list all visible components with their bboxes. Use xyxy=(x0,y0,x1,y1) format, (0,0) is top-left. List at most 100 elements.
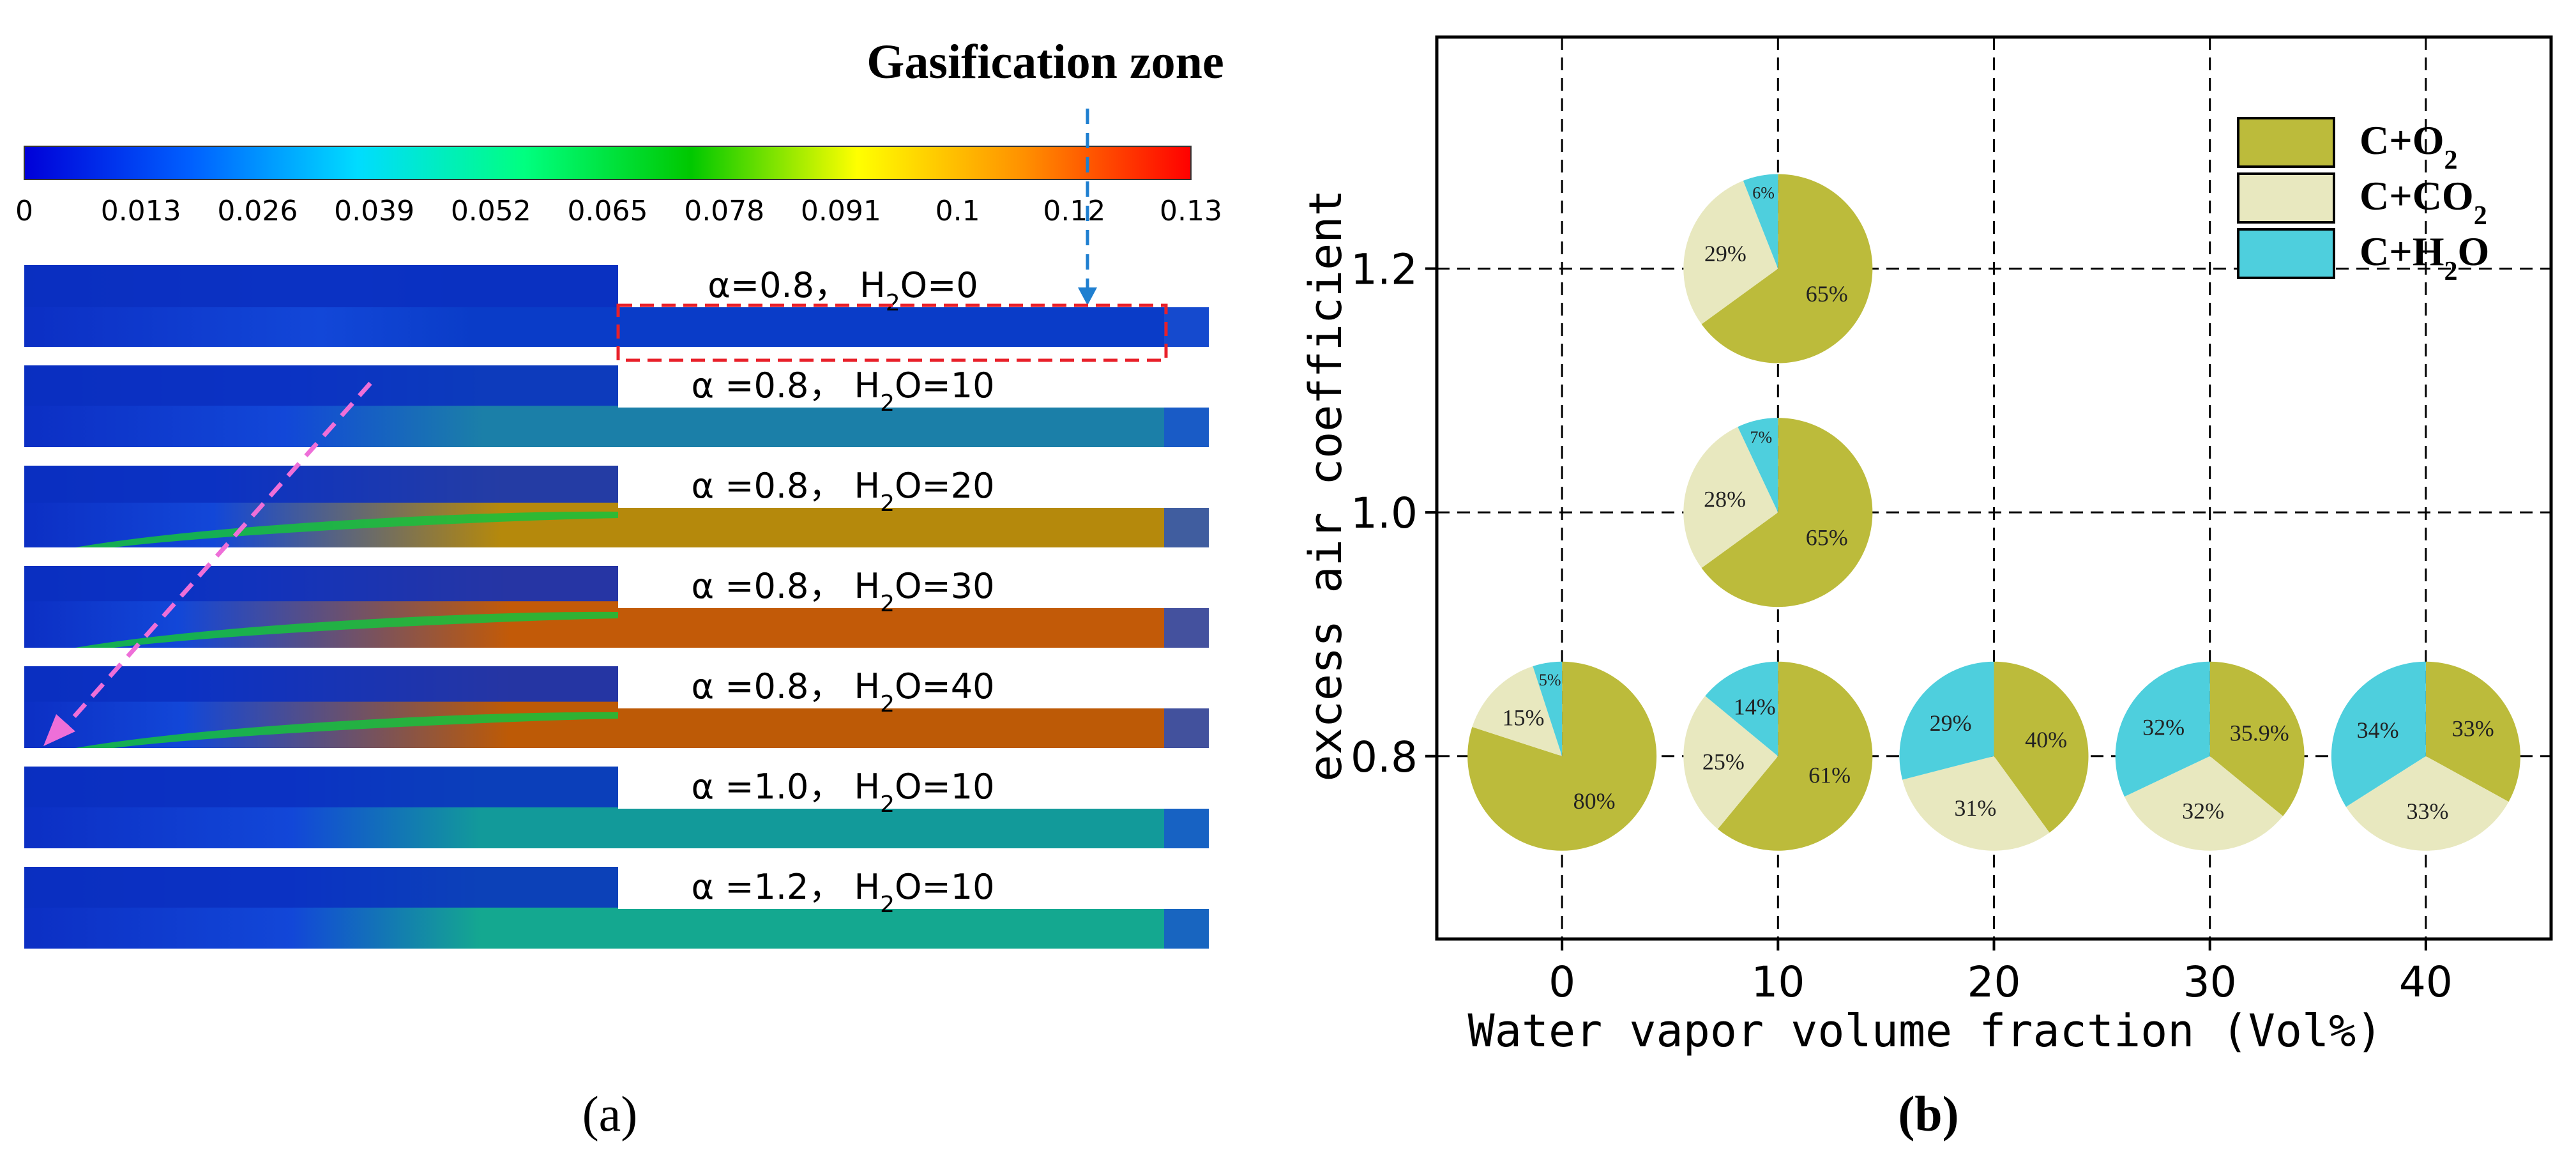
pie-slice-o2 xyxy=(1994,661,2089,833)
contour-plots: α=0.8， H2O=0α =0.8， H2O=10α =0.8， H2O=20… xyxy=(24,265,1209,949)
panel-a: Gasification zone 0 0.013 0.026 0.039 0.052 0… xyxy=(15,35,1224,1142)
legend-label: C+CO2 xyxy=(2360,173,2487,231)
x-tick-label: 20 xyxy=(1967,958,2021,1007)
pie-slice-label: 32% xyxy=(2142,714,2185,740)
contour-label: α =0.8， H2O=40 xyxy=(691,666,994,717)
contour-label-sub: 2 xyxy=(880,791,895,818)
contour-label: α =1.0， H2O=10 xyxy=(691,767,994,818)
contour-inlet-stream xyxy=(24,867,618,908)
pie-chart: 40% 31% 29% xyxy=(1899,661,2089,851)
x-tick-label: 10 xyxy=(1751,958,1805,1007)
pie-slice-label: 65% xyxy=(1806,281,1848,307)
contour-label-alpha: α =0.8， H xyxy=(691,466,880,506)
pie-slice-o2 xyxy=(2209,661,2305,816)
contour-label-h2o: O=10 xyxy=(895,365,994,406)
contour-outlet xyxy=(1164,809,1209,848)
contour-inlet-stream xyxy=(24,365,618,406)
contour-inlet-stream xyxy=(24,566,618,602)
pie-slice-co2 xyxy=(1472,666,1563,756)
panel-b: 80% 15% 5% 61% 25% 14% 40% 31% 29% 35.9% 32% 32% 33%… xyxy=(1299,35,2553,1142)
contour-plot: α =0.8， H2O=40 xyxy=(24,666,1209,748)
contour-label-alpha: α =0.8， H xyxy=(691,566,880,606)
pie-chart: 33% 33% 34% xyxy=(2331,661,2520,851)
y-tick-label: 1.2 xyxy=(1351,245,1418,294)
pie-slice-label: 29% xyxy=(1704,241,1746,266)
pie-slice-label: 34% xyxy=(2357,717,2399,743)
pie-slice-label: 31% xyxy=(1954,795,1996,821)
contour-label: α =0.8， H2O=10 xyxy=(691,365,994,416)
colorbar-tick-label: 0.078 xyxy=(684,195,764,227)
y-tick-label: 0.8 xyxy=(1351,733,1418,782)
contour-inlet-stream xyxy=(24,666,618,702)
colorbar-tick-label: 0.065 xyxy=(568,195,648,227)
legend-swatch xyxy=(2237,117,2335,168)
contour-label-sub: 2 xyxy=(880,491,895,517)
contour-outlet xyxy=(1164,408,1209,447)
legend-item-h2o: C+H2O xyxy=(2237,228,2489,286)
pie-chart: 65% 28% 7% xyxy=(1683,418,1873,607)
gasification-zone-arrowhead xyxy=(1078,287,1097,305)
contour-plot: α =0.8， H2O=30 xyxy=(24,566,1209,648)
gasification-zone-box xyxy=(616,303,1168,362)
contour-label-h2o: O=40 xyxy=(895,666,994,706)
gasification-zone-title: Gasification zone xyxy=(867,35,1224,89)
contour-label-h2o: O=20 xyxy=(895,466,994,506)
contour-outlet xyxy=(1164,909,1209,949)
pie-slice-co2 xyxy=(1683,180,1778,325)
pie-slice-label: 6% xyxy=(1752,183,1775,202)
pie-slice-co2 xyxy=(1902,756,2050,851)
pie-slice-o2 xyxy=(1701,174,1873,363)
pie-slice-o2 xyxy=(1467,661,1657,851)
pie-slice-label: 61% xyxy=(1808,762,1851,788)
pie-slice-h2o xyxy=(1705,661,1778,756)
reaction-front xyxy=(75,712,618,748)
pie-chart: 35.9% 32% 32% xyxy=(2115,661,2305,851)
pie-slice-label: 65% xyxy=(1806,525,1848,551)
pie-slice-o2 xyxy=(1717,661,1873,851)
contour-plot: α =0.8， H2O=10 xyxy=(24,365,1209,447)
pie-slice-label: 28% xyxy=(1704,486,1746,512)
pie-slice-label: 7% xyxy=(1750,428,1773,447)
contour-label-alpha: α =0.8， H xyxy=(691,365,880,406)
pie-chart: 80% 15% 5% xyxy=(1467,661,1657,851)
contour-label-sub: 2 xyxy=(886,290,900,316)
y-axis-label: excess air coefficient xyxy=(1299,189,1352,781)
contour-inlet-stream xyxy=(24,265,618,307)
panel-a-caption: (a) xyxy=(582,1086,638,1142)
axis-ticks: 0 10 20 30 40 0.8 1.0 1.2 xyxy=(1351,245,2453,1007)
legend-label: C+O2 xyxy=(2360,118,2457,175)
pie-chart: 65% 29% 6% xyxy=(1683,174,1873,363)
contour-inlet-stream xyxy=(24,767,618,807)
pie-slice-label: 29% xyxy=(1930,710,1972,736)
colorbar-tick-label: 0.039 xyxy=(334,195,414,227)
y-tick-label: 1.0 xyxy=(1351,489,1418,538)
pie-chart: 61% 25% 14% xyxy=(1683,661,1873,851)
contour-label-alpha: α =0.8， H xyxy=(691,666,880,706)
pie-slice-o2 xyxy=(2425,661,2520,802)
pie-slice-h2o xyxy=(2331,661,2426,807)
contour-outlet xyxy=(1164,608,1209,648)
pie-slice-h2o xyxy=(1899,661,1994,780)
colorbar-tick-label: 0 xyxy=(15,195,33,227)
contour-label-alpha: α=0.8， H xyxy=(708,265,886,305)
x-axis-label: Water vapor volume fraction (Vol%) xyxy=(1468,1005,2383,1057)
pie-slice-h2o xyxy=(1743,174,1778,269)
legend-label: C+H2O xyxy=(2360,229,2489,286)
legend-swatch xyxy=(2237,172,2335,224)
contour-label-h2o: O=10 xyxy=(895,867,994,907)
pie-slice-co2 xyxy=(2345,756,2509,851)
trend-arrow xyxy=(62,381,372,730)
pie-slice-co2 xyxy=(1683,427,1778,569)
colorbar-tick-label: 0.12 xyxy=(1043,195,1105,227)
contour-label: α =1.2， H2O=10 xyxy=(691,867,994,918)
contour-label-alpha: α =1.0， H xyxy=(691,767,880,807)
contour-label-h2o: O=10 xyxy=(895,767,994,807)
pie-slice-co2 xyxy=(1683,696,1778,829)
contour-outlet xyxy=(1164,508,1209,547)
pie-slice-h2o xyxy=(1533,661,1563,756)
colorbar-tick-label: 0.026 xyxy=(217,195,298,227)
pie-slice-co2 xyxy=(2124,756,2284,851)
contour-label: α =0.8， H2O=20 xyxy=(691,466,994,517)
pie-slice-label: 14% xyxy=(1734,694,1776,720)
